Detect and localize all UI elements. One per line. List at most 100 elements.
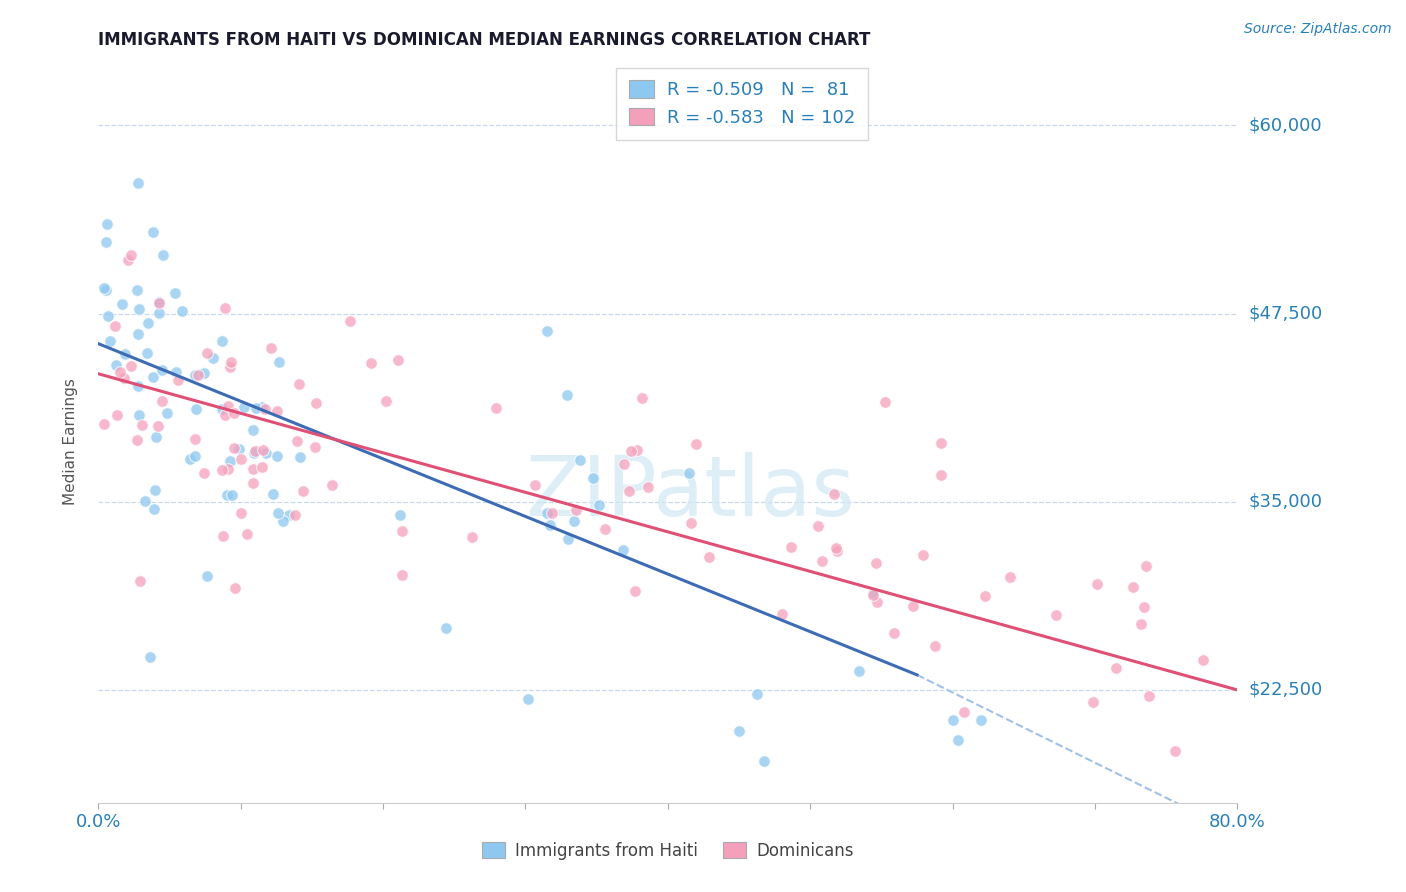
Point: [752, 755, 775, 769]
Point: [145, 430, 167, 444]
Point: [236, 526, 259, 541]
Point: [231, 451, 253, 466]
Point: [156, 406, 179, 420]
Point: [96, 235, 118, 249]
Point: [875, 394, 897, 409]
Point: [125, 434, 148, 448]
Point: [1105, 661, 1128, 675]
Point: [262, 487, 284, 501]
Point: [96, 284, 118, 298]
Point: [562, 514, 585, 528]
Point: [555, 388, 578, 402]
Point: [339, 314, 361, 328]
Point: [134, 494, 156, 508]
Point: [292, 483, 315, 498]
Point: [212, 529, 235, 543]
Point: [221, 488, 243, 502]
Point: [277, 508, 299, 522]
Text: $22,500: $22,500: [1249, 681, 1323, 699]
Point: [901, 599, 924, 613]
Point: [699, 550, 721, 565]
Point: [1129, 616, 1152, 631]
Point: [128, 302, 150, 317]
Point: [929, 435, 952, 450]
Point: [387, 353, 409, 368]
Point: [148, 295, 170, 310]
Point: [254, 446, 277, 460]
Point: [242, 446, 264, 460]
Point: [375, 394, 398, 409]
Point: [678, 466, 700, 480]
Point: [536, 506, 558, 520]
Point: [946, 733, 969, 747]
Point: [150, 393, 173, 408]
Point: [142, 225, 165, 239]
Point: [1133, 599, 1156, 614]
Point: [214, 409, 236, 423]
Point: [823, 487, 845, 501]
Point: [271, 515, 294, 529]
Point: [612, 542, 634, 557]
Point: [288, 376, 311, 391]
Point: [434, 621, 457, 635]
Point: [114, 346, 136, 360]
Point: [211, 334, 233, 348]
Point: [233, 401, 256, 415]
Point: [305, 396, 328, 410]
Point: [218, 454, 240, 468]
Point: [193, 466, 215, 480]
Point: [631, 391, 654, 405]
Point: [228, 442, 250, 456]
Point: [128, 408, 150, 422]
Point: [183, 449, 205, 463]
Point: [139, 649, 162, 664]
Point: [195, 568, 218, 582]
Point: [105, 408, 128, 422]
Point: [120, 248, 142, 262]
Point: [103, 318, 125, 333]
Point: [728, 723, 751, 738]
Point: [98, 334, 121, 349]
Point: [97, 309, 120, 323]
Point: [142, 370, 165, 384]
Point: [250, 401, 273, 415]
Point: [193, 366, 215, 380]
Point: [973, 589, 995, 603]
Point: [179, 452, 201, 467]
Point: [810, 553, 832, 567]
Point: [624, 584, 647, 599]
Text: Source: ZipAtlas.com: Source: ZipAtlas.com: [1244, 22, 1392, 37]
Point: [252, 442, 274, 457]
Point: [536, 324, 558, 338]
Point: [150, 363, 173, 377]
Point: [243, 443, 266, 458]
Point: [582, 471, 605, 485]
Point: [953, 705, 976, 719]
Point: [217, 399, 239, 413]
Point: [284, 508, 307, 523]
Point: [862, 586, 884, 600]
Point: [321, 478, 343, 492]
Point: [865, 556, 887, 570]
Point: [1135, 559, 1157, 574]
Text: ZIPatlas: ZIPatlas: [526, 451, 856, 533]
Point: [391, 524, 413, 538]
Point: [127, 326, 149, 341]
Point: [108, 365, 131, 379]
Point: [911, 548, 934, 562]
Point: [267, 354, 290, 368]
Point: [163, 286, 186, 301]
Point: [626, 442, 648, 457]
Point: [142, 501, 165, 516]
Point: [136, 345, 159, 359]
Point: [620, 444, 643, 458]
Point: [538, 517, 561, 532]
Point: [770, 607, 793, 621]
Point: [93, 281, 115, 295]
Point: [214, 301, 236, 316]
Point: [862, 588, 884, 602]
Point: [461, 530, 484, 544]
Point: [252, 459, 274, 474]
Point: [219, 359, 242, 374]
Point: [541, 506, 564, 520]
